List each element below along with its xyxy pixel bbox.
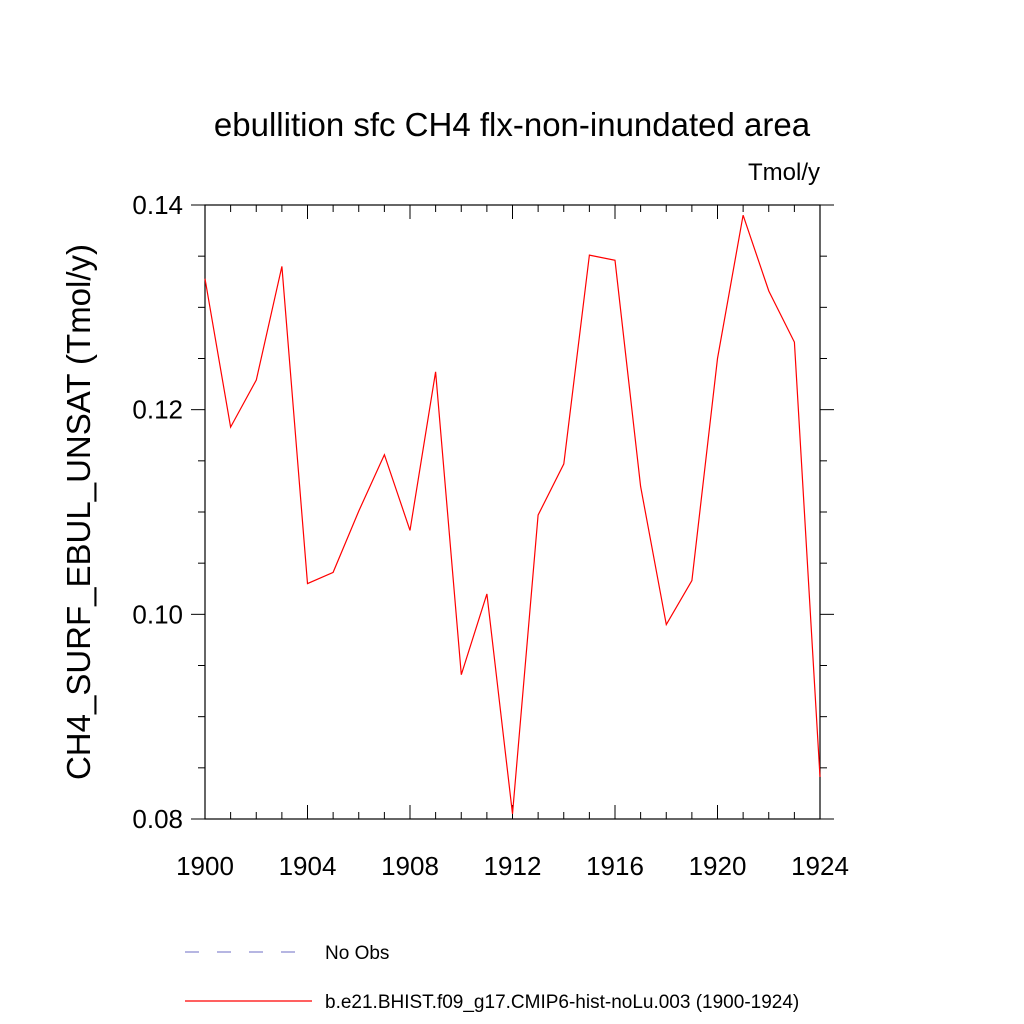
plot-frame xyxy=(204,204,821,820)
units-label: Tmol/y xyxy=(748,159,820,186)
x-tick-label: 1920 xyxy=(689,851,747,881)
x-tick-label: 1900 xyxy=(176,851,234,881)
y-tick-label: 0.12 xyxy=(132,395,183,425)
x-tick-labels: 1900 1904 1908 1912 1916 1920 1924 xyxy=(176,851,849,881)
x-tick-label: 1908 xyxy=(381,851,439,881)
legend-label: No Obs xyxy=(325,943,389,964)
series-line xyxy=(204,215,821,814)
chart-title: ebullition sfc CH4 flx-non-inundated are… xyxy=(214,106,811,143)
y-tick-label: 0.10 xyxy=(132,599,183,629)
axis-ticks xyxy=(191,204,834,820)
x-tick-label: 1916 xyxy=(586,851,644,881)
y-axis-label: CH4_SURF_EBUL_UNSAT (Tmol/y) xyxy=(60,244,97,780)
y-tick-label: 0.14 xyxy=(132,190,183,220)
series-group xyxy=(204,215,821,814)
y-tick-labels: 0.08 0.10 0.12 0.14 xyxy=(132,190,183,834)
y-tick-label: 0.08 xyxy=(132,804,183,834)
legend-label: b.e21.BHIST.f09_g17.CMIP6-hist-noLu.003 … xyxy=(325,992,799,1013)
x-tick-label: 1912 xyxy=(484,851,542,881)
x-tick-label: 1924 xyxy=(791,851,849,881)
legend: No Obs b.e21.BHIST.f09_g17.CMIP6-hist-noL… xyxy=(185,943,799,1013)
x-tick-label: 1904 xyxy=(279,851,337,881)
